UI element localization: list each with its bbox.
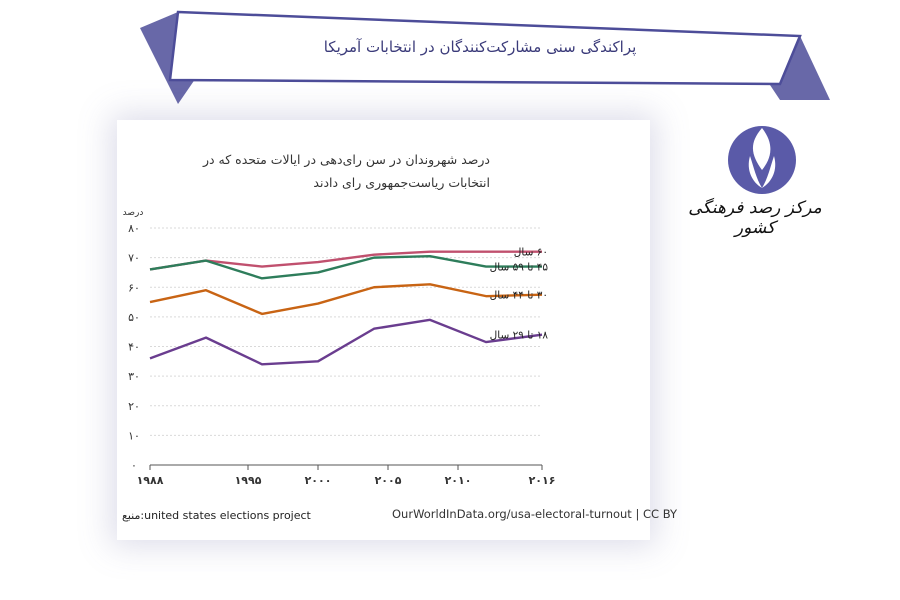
footer-credit: OurWorldInData.org/usa-electoral-turnout… (392, 507, 677, 521)
series-line (149, 283, 543, 316)
chart-title: درصد شهروندان در سن رای‌دهی در ایالات مت… (140, 148, 490, 194)
x-tick-label: ۲۰۰۵ (375, 474, 402, 487)
x-tick-label: ۲۰۰۰ (305, 474, 332, 487)
y-tick-label: ۱۰ (128, 429, 140, 442)
x-tick-label: ۱۹۹۵ (235, 474, 262, 487)
chart-title-line1: درصد شهروندان در سن رای‌دهی در ایالات مت… (202, 152, 490, 167)
series-line (149, 254, 542, 280)
y-tick-label: ۷۰ (128, 252, 140, 265)
series-label: ۴۵ تا ۵۹ سال (490, 262, 549, 274)
series-label: ۶۰ سال (514, 247, 548, 259)
chart-card (117, 120, 650, 540)
x-tick-label: ۲۰۱۶ (529, 474, 556, 487)
chart-title-line2: انتخابات ریاست‌جمهوری رای دادند (313, 175, 490, 190)
y-tick-label: ۲۰ (128, 400, 140, 413)
y-tick-label: ۵۰ (128, 311, 140, 324)
series-line (149, 318, 543, 366)
y-axis-label: درصد (122, 208, 144, 218)
series-label: ۱۸ تا ۲۹ سال (490, 330, 549, 342)
header-banner (140, 10, 830, 104)
y-tick-label: ۸۰ (128, 222, 140, 235)
x-tick-label: ۲۰۱۰ (445, 474, 472, 487)
y-tick-label: ۴۰ (128, 341, 140, 354)
series-label: ۳۰ تا ۴۴ سال (490, 290, 548, 302)
page-title: پراکندگی سنی مشارکت‌کنندگان در انتخابات … (323, 38, 637, 56)
source-note: منبع:united states elections project (122, 509, 311, 522)
y-tick-label: ۰ (131, 459, 137, 472)
series-line (149, 250, 542, 271)
y-tick-label: ۳۰ (128, 370, 140, 383)
brand-logo-text: مرکز رصد فرهنگی کشور (688, 198, 822, 238)
flame-logo-icon (728, 126, 796, 194)
y-tick-label: ۶۰ (128, 281, 140, 294)
x-tick-label: ۱۹۸۸ (137, 474, 164, 487)
